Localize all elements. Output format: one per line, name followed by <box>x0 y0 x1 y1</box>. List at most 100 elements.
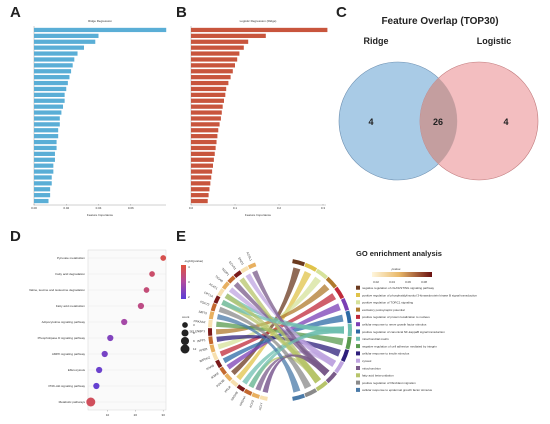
chord-ribbon <box>221 299 344 334</box>
dot-size-legend-label: 12 <box>193 347 197 351</box>
go-term-legend-swatch <box>356 322 360 327</box>
ridge-bar <box>34 122 60 127</box>
chord-term-segment <box>292 259 306 267</box>
chord-gene-segment <box>224 373 233 382</box>
chord-ribbon <box>262 354 330 393</box>
go-term-legend-swatch <box>356 336 360 341</box>
go-term-legend-swatch <box>356 314 360 319</box>
ridge-chart-title: Ridge Regression <box>88 19 112 23</box>
go-term-legend-swatch <box>356 380 360 385</box>
venn-title: Feature Overlap (TOP30) <box>381 16 498 27</box>
dot-size-legend-label: 6 <box>193 331 195 335</box>
logistic-tick-label: 0.3 <box>321 206 326 210</box>
ridge-bar <box>34 75 70 80</box>
go-term-legend-label: positive regulation of canonical NF-kapp… <box>362 330 445 334</box>
logistic-bar <box>191 128 219 133</box>
chord-gene-label: ENO1 <box>237 257 245 266</box>
logistic-chart-title: Logistic Regression (Ridge) <box>240 19 277 23</box>
go-term-legend-swatch <box>356 300 360 305</box>
go-term-legend-swatch <box>356 344 360 349</box>
chord-gene-label: ACSL1 <box>246 251 254 262</box>
dot-point <box>96 366 103 374</box>
dot-x-tick-label: 20 <box>134 413 138 417</box>
chord-gene-segment <box>247 262 257 270</box>
chord-term-segment <box>340 349 350 362</box>
go-term-legend-label: positive regulation of phosphatidylinosi… <box>362 293 477 297</box>
dot-x-tick-label: 10 <box>106 413 110 417</box>
go-term-legend-swatch <box>356 358 360 363</box>
chord-gene-segment <box>230 379 239 388</box>
ridge-bar <box>34 69 72 74</box>
chord-term-segment <box>334 286 345 300</box>
go-term-legend-swatch <box>356 285 360 290</box>
chord-gene-label: PDK3B <box>215 378 225 388</box>
venn-logistic-only-count: 4 <box>503 117 508 127</box>
chord-term-segment <box>304 262 318 272</box>
ridge-bar <box>34 163 54 168</box>
chord-gene-label: TIGAR <box>214 274 224 283</box>
chord-gene-label: INPP1 <box>197 338 206 343</box>
chord-gene-label: PRKAA2 <box>193 319 205 324</box>
chord-gene-segment <box>208 336 214 345</box>
dot-point <box>137 302 145 310</box>
chord-term-segment <box>334 360 345 374</box>
logistic-tick-label: 0.1 <box>233 206 238 210</box>
chord-gene-segment <box>208 311 215 320</box>
logistic-tick-label: 0.2 <box>277 206 282 210</box>
panel-letter-b: B <box>176 4 187 21</box>
chord-term-segment <box>347 323 352 337</box>
logistic-bar <box>191 122 220 127</box>
logistic-bar <box>191 39 249 44</box>
chord-gene-label: ACAT1 <box>208 282 218 291</box>
dot-size-legend-label: 3 <box>193 323 195 327</box>
chord-gene-segment <box>243 388 253 396</box>
ridge-x-label: Feature Importance <box>87 213 114 217</box>
chord-gene-label: SIRT3 <box>198 310 207 316</box>
chord-ribbon <box>245 273 337 367</box>
dot-point <box>101 350 108 358</box>
chord-ribbon <box>216 284 330 335</box>
chord-gene-segment <box>210 303 217 312</box>
chord-gene-label: RHEB <box>199 347 208 353</box>
go-term-legend-swatch <box>356 329 360 334</box>
chord-term-segment <box>292 393 306 401</box>
go-term-legend-swatch <box>356 351 360 356</box>
go-color-legend-bar <box>372 272 432 277</box>
chord-gene-segment <box>211 352 219 361</box>
dot-size-legend-circle <box>180 336 190 346</box>
chord-gene-label: TKDP1 <box>221 267 231 277</box>
ridge-bar <box>34 39 96 44</box>
ridge-bar <box>34 175 52 180</box>
logistic-bar <box>191 86 227 92</box>
ridge-bar <box>34 134 59 139</box>
go-term-legend-label: positive regulation of TORC1 signaling <box>362 301 413 305</box>
chord-gene-segment <box>227 275 236 284</box>
dot-point <box>143 287 150 293</box>
logistic-bar <box>191 116 221 121</box>
chord-term-segment <box>315 268 328 280</box>
logistic-bar <box>191 175 212 180</box>
go-term-legend-swatch <box>356 307 360 312</box>
logistic-bar <box>191 145 216 151</box>
logistic-bar <box>191 92 226 97</box>
chord-gene-segment <box>259 395 268 401</box>
ridge-bar <box>34 57 75 62</box>
chord-gene-segment <box>251 392 260 399</box>
go-color-tick: 0.06 <box>405 280 411 284</box>
chord-gene-segment <box>215 359 223 369</box>
go-term-legend-label: cellular response to epidermal growth fa… <box>362 388 433 392</box>
dot-category-label: PI3K-Akt signaling pathway <box>48 384 85 388</box>
chord-gene-segment <box>236 384 246 392</box>
ridge-bar <box>34 145 57 151</box>
logistic-bar <box>191 187 210 192</box>
go-term-legend-label: mitochondrial matrix <box>362 337 389 341</box>
ridge-bar <box>34 193 51 198</box>
chord-gene-label: CPT1A <box>203 291 213 299</box>
ridge-bar <box>34 98 65 103</box>
dot-point <box>160 255 167 261</box>
chord-term-segment <box>325 276 338 289</box>
chord-gene-segment <box>208 328 213 336</box>
chord-ribbon <box>236 271 312 381</box>
